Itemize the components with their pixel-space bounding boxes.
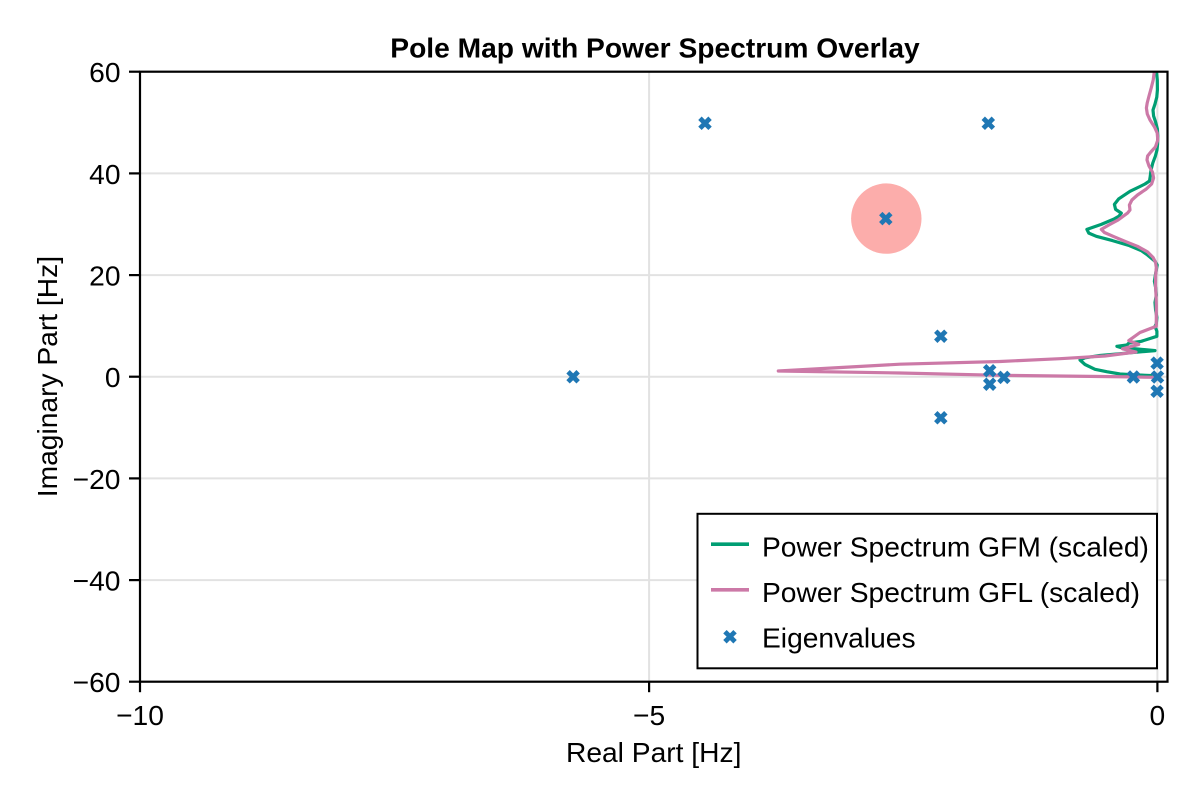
svg-text:−20: −20 (73, 463, 121, 495)
svg-text:−60: −60 (73, 666, 121, 698)
svg-text:−10: −10 (116, 699, 164, 731)
svg-text:−40: −40 (73, 565, 121, 597)
svg-text:−5: −5 (633, 699, 665, 731)
svg-text:Power Spectrum GFL (scaled): Power Spectrum GFL (scaled) (762, 576, 1140, 608)
svg-text:Real Part [Hz]: Real Part [Hz] (566, 736, 741, 768)
svg-text:Imaginary Part [Hz]: Imaginary Part [Hz] (31, 256, 63, 497)
svg-text:Power Spectrum GFM (scaled): Power Spectrum GFM (scaled) (762, 530, 1149, 562)
svg-text:0: 0 (1150, 699, 1166, 731)
svg-text:Eigenvalues: Eigenvalues (762, 621, 916, 653)
svg-text:40: 40 (89, 158, 120, 190)
svg-text:Pole Map with Power Spectrum O: Pole Map with Power Spectrum Overlay (390, 31, 920, 63)
svg-text:20: 20 (89, 260, 120, 292)
svg-text:0: 0 (105, 361, 121, 393)
svg-text:60: 60 (89, 56, 120, 88)
